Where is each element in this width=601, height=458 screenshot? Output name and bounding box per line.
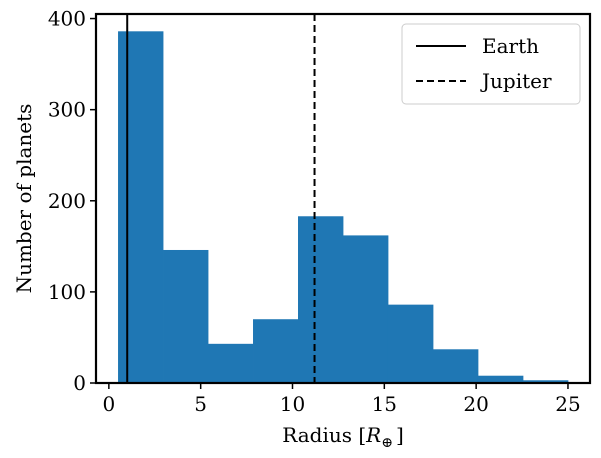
- histogram-bar-2: [208, 343, 254, 383]
- histogram-bar-1: [163, 249, 209, 383]
- histogram-bar-7: [432, 349, 479, 383]
- x-tick-label-4: 20: [463, 392, 488, 416]
- y-tick-label-3: 300: [48, 98, 86, 122]
- x-axis-label-subscript: ⊕: [381, 435, 393, 451]
- y-tick-label-0: 0: [73, 371, 86, 395]
- y-tick-label-1: 100: [48, 280, 86, 304]
- histogram-bar-9: [522, 380, 569, 383]
- x-tick-label-1: 5: [194, 392, 207, 416]
- y-axis-label: Number of planets: [12, 104, 36, 294]
- reference-lines-group: [126, 14, 316, 383]
- legend-label-earth: Earth: [482, 34, 539, 58]
- legend: Earth Jupiter: [401, 23, 581, 105]
- x-tick-label-3: 15: [372, 392, 397, 416]
- histogram-bar-8: [477, 375, 524, 383]
- y-axis-ticks: 0 100 200 300 400: [48, 7, 96, 395]
- bars-group: [118, 31, 569, 384]
- x-tick-label-2: 10: [280, 392, 305, 416]
- histogram-bar-0: [118, 31, 164, 384]
- y-tick-label-4: 400: [48, 7, 86, 31]
- x-tick-label-5: 25: [555, 392, 580, 416]
- legend-box: [401, 23, 581, 105]
- histogram-bar-6: [387, 304, 434, 383]
- histogram-bar-4: [298, 216, 344, 383]
- legend-label-jupiter: Jupiter: [480, 69, 552, 93]
- x-axis-label-main: Radius [: [282, 423, 366, 447]
- histogram-bar-5: [343, 235, 389, 383]
- y-tick-label-2: 200: [48, 189, 86, 213]
- x-axis-label-symbol: R: [365, 423, 381, 447]
- plot-frame: [94, 12, 592, 385]
- x-axis-label-close: ]: [396, 423, 404, 447]
- histogram-bar-3: [253, 319, 299, 383]
- x-tick-label-0: 0: [102, 392, 115, 416]
- x-axis-ticks: 0 5 10 15 20 25: [102, 383, 581, 416]
- x-axis-label: Radius [R⊕]: [282, 423, 404, 451]
